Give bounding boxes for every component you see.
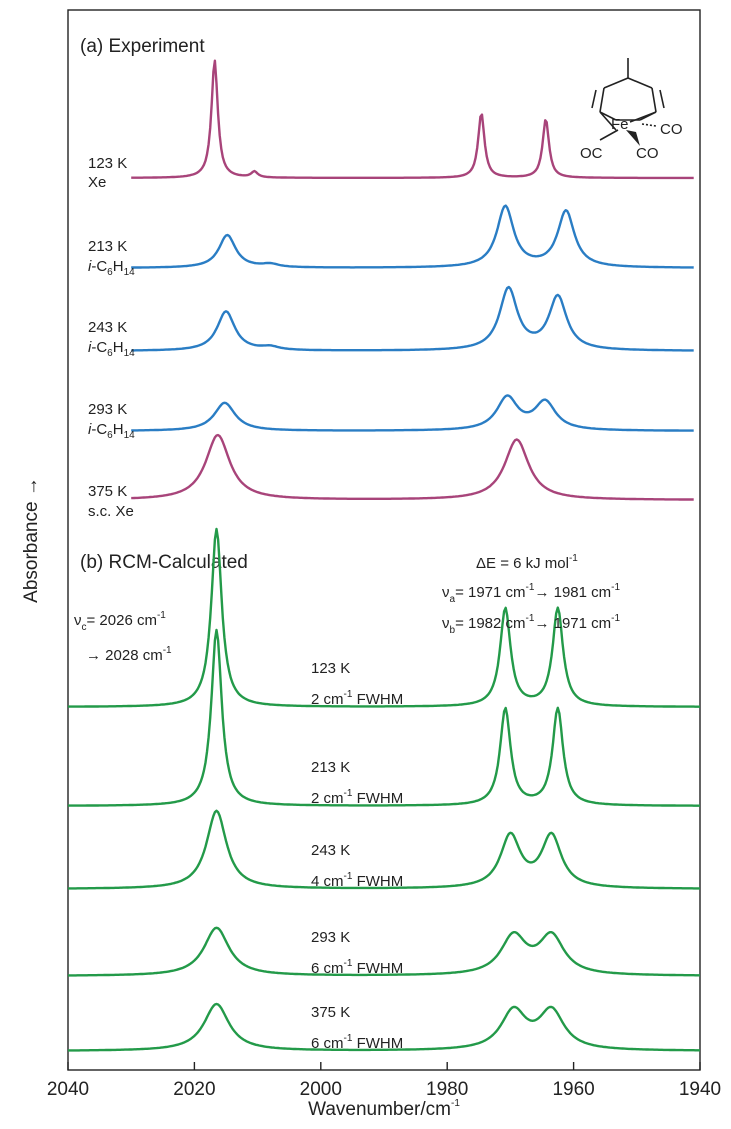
molecule-structure-image [591,58,665,146]
molecule-oc-left-label: OC [580,145,603,162]
trace-medium-a0: Xe [88,174,106,191]
experiment-trace-375k [131,433,694,501]
trace-label-a3: 293 K i-C6H14 [88,401,135,441]
trace-label-b4: 375 K 6 cm-1 FWHM [311,1004,403,1052]
x-tick-label-1960: 1960 [552,1079,594,1100]
trace-fwhm-b2: 4 cm-1 FWHM [311,871,403,890]
trace-temp-a1: 213 K [88,238,127,255]
x-tick-label-1980: 1980 [426,1079,468,1100]
x-tick-label-2000: 2000 [300,1079,342,1100]
x-tick-label-2020: 2020 [173,1079,215,1100]
trace-label-b1: 213 K 2 cm-1 FWHM [311,759,403,807]
experiment-trace-123k [131,59,694,180]
calculated-trace-293k [68,926,700,977]
molecule-co-bottom-label: CO [636,145,659,162]
trace-medium-a3: i-C6H14 [88,421,135,441]
trace-label-b0: 123 K 2 cm-1 FWHM [311,660,403,708]
annotation-nu-c-1: νc= 2026 cm-1 [74,610,166,633]
trace-fwhm-b4: 6 cm-1 FWHM [311,1033,403,1052]
trace-medium-a4: s.c. Xe [88,503,134,520]
x-tick-label-2040: 2040 [47,1079,89,1100]
panel-b-label: (b) RCM-Calculated [80,552,248,573]
trace-label-a4: 375 K s.c. Xe [88,483,134,520]
calculated-trace-123k [68,527,700,708]
calculated-trace-375k [68,1002,700,1052]
panel-b: (b) RCM-Calculated ΔE = 6 kJ mol-1 νa= 1… [68,527,700,1052]
trace-label-b2: 243 K 4 cm-1 FWHM [311,842,403,890]
trace-fwhm-b0: 2 cm-1 FWHM [311,689,403,708]
trace-label-b3: 293 K 6 cm-1 FWHM [311,929,403,977]
panel-b-traces [68,527,700,1052]
annotation-nu-c-2: → 2028 cm-1 [86,645,172,664]
calculated-trace-243k [68,809,700,890]
trace-medium-a2: i-C6H14 [88,339,135,359]
trace-label-a2: 243 K i-C6H14 [88,319,135,359]
molecule-labels: Fe CO OC CO [580,116,683,162]
experiment-trace-293k [131,394,694,432]
panel-a: (a) Experiment 123 K Xe 213 K i-C6H14 24… [80,36,694,520]
trace-temp-b2: 243 K [311,842,350,859]
trace-temp-a3: 293 K [88,401,127,418]
trace-label-a1: 213 K i-C6H14 [88,238,135,278]
trace-temp-a4: 375 K [88,483,127,500]
molecule-co-right-label: CO [660,121,683,138]
annotation-energy: ΔE = 6 kJ mol-1 [476,553,578,572]
trace-temp-a2: 243 K [88,319,127,336]
molecule-fe-label: Fe [611,116,629,133]
x-tick-label-1940: 1940 [679,1079,721,1100]
trace-fwhm-b3: 6 cm-1 FWHM [311,958,403,977]
trace-temp-b3: 293 K [311,929,350,946]
experiment-trace-243k [131,285,694,352]
trace-temp-a0: 123 K [88,155,127,172]
panel-a-label: (a) Experiment [80,36,205,57]
experiment-trace-213k [131,204,694,269]
x-axis: 2040 2020 2000 1980 1960 1940 [47,1062,721,1100]
trace-temp-b0: 123 K [311,660,350,677]
panel-a-traces [131,59,694,501]
trace-medium-a1: i-C6H14 [88,258,135,278]
annotation-nu-a: νa= 1971 cm-1→ 1981 cm-1 [442,582,620,605]
trace-label-a0: 123 K Xe [88,155,127,191]
calculated-trace-213k [68,628,700,807]
trace-temp-b4: 375 K [311,1004,350,1021]
y-axis-label: Absorbance → [21,477,42,603]
x-axis-label: Wavenumber/cm-1 [308,1098,460,1120]
trace-temp-b1: 213 K [311,759,350,776]
annotation-nu-b: νb= 1982 cm-1→ 1971 cm-1 [442,613,620,636]
plot-frame [67,9,701,1071]
trace-fwhm-b1: 2 cm-1 FWHM [311,788,403,807]
